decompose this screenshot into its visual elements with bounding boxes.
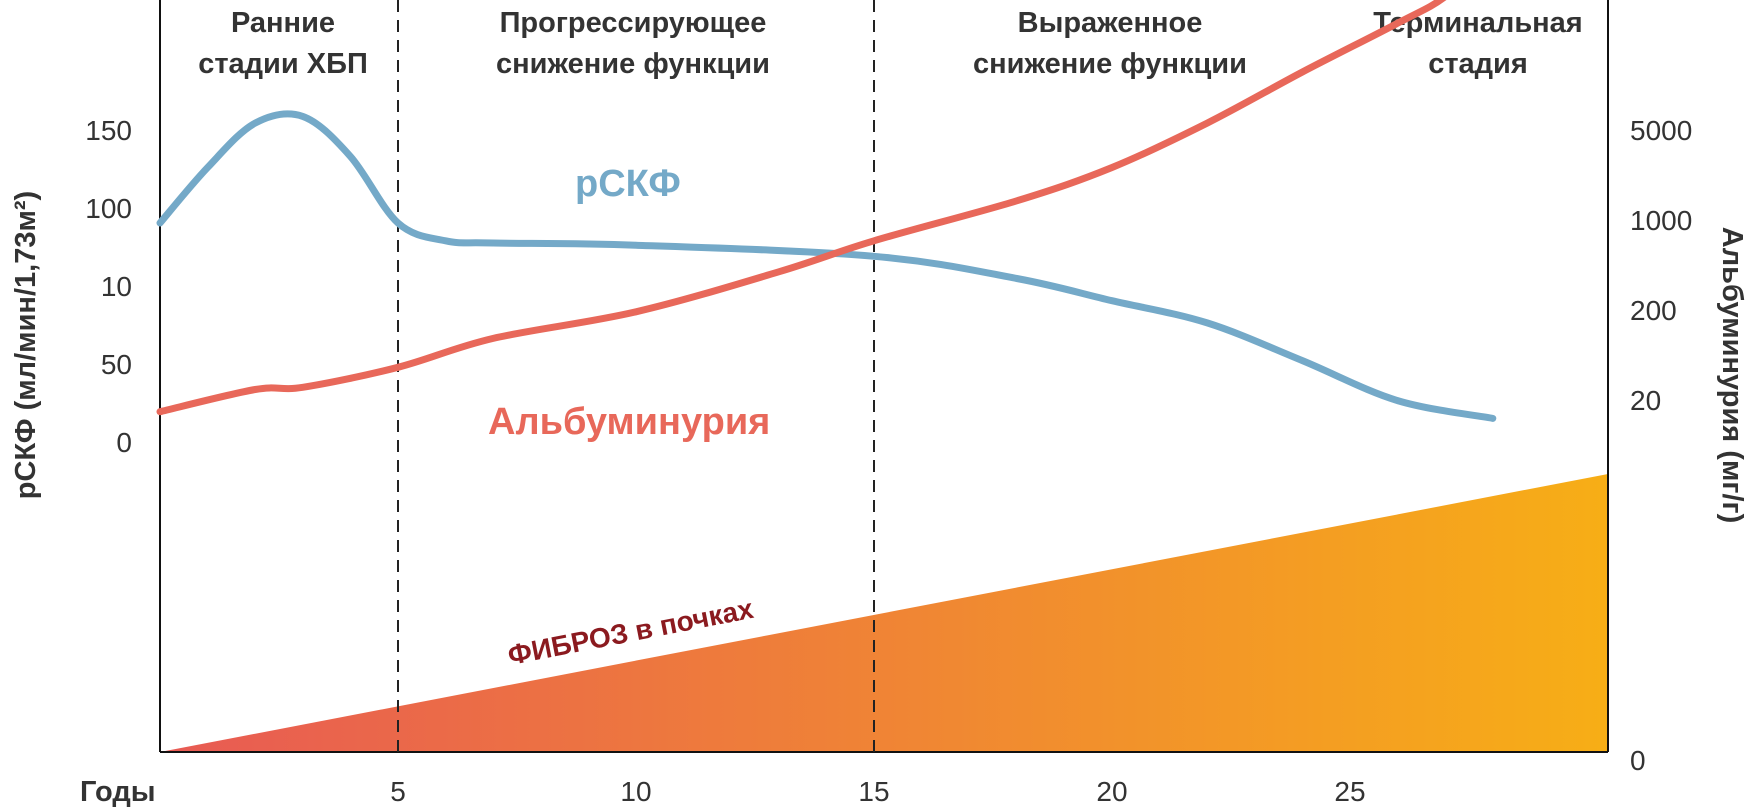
fibrosis-area: [160, 474, 1608, 752]
left-y-tick: 100: [85, 193, 132, 224]
stage-4-line-1: Терминальная: [1373, 7, 1582, 39]
x-tick-label: 20: [1096, 776, 1127, 807]
x-ticks: 5 10 15 20 25: [390, 776, 1365, 807]
stage-4-line-2: стадия: [1428, 48, 1528, 80]
series-lines: [156, 0, 1497, 422]
right-y-ticks: 5000 1000 200 20 0: [1630, 115, 1692, 776]
right-y-axis-title: Альбуминурия (мг/г): [1716, 227, 1748, 524]
gfr-series-label: рСКФ: [575, 163, 681, 205]
left-y-tick: 0: [116, 427, 132, 458]
right-y-tick: 20: [1630, 385, 1661, 416]
x-tick-label: 15: [858, 776, 889, 807]
stage-3-line-1: Выраженное: [1018, 7, 1203, 39]
gfr-series-line: [156, 110, 1497, 422]
left-y-tick: 50: [101, 349, 132, 380]
stage-2-line-2: снижение функции: [496, 48, 770, 80]
right-y-tick: 0: [1630, 745, 1646, 776]
right-y-tick: 5000: [1630, 115, 1692, 146]
left-y-tick: 10: [101, 271, 132, 302]
albuminuria-series-line: [156, 0, 1447, 416]
left-y-tick: 150: [85, 115, 132, 146]
left-y-axis-title: рСКФ (мл/мин/1,73м²): [10, 191, 42, 499]
right-y-tick: 200: [1630, 295, 1677, 326]
x-tick-label: 10: [620, 776, 651, 807]
stage-3-line-2: снижение функции: [973, 48, 1247, 80]
x-tick-label: 5: [390, 776, 406, 807]
stage-headings: Ранние стадии ХБП Прогрессирующее снижен…: [198, 7, 1583, 80]
stage-2-line-1: Прогрессирующее: [500, 7, 767, 39]
x-tick-label: 25: [1334, 776, 1365, 807]
stage-1-line-2: стадии ХБП: [198, 48, 368, 80]
albuminuria-series-label: Альбуминурия: [488, 401, 770, 443]
right-y-tick: 1000: [1630, 205, 1692, 236]
stage-1-line-1: Ранние: [231, 7, 335, 39]
left-y-ticks: 150 100 10 50 0: [85, 115, 132, 458]
stage-boundaries: [397, 0, 875, 752]
x-axis-title: Годы: [80, 776, 156, 808]
